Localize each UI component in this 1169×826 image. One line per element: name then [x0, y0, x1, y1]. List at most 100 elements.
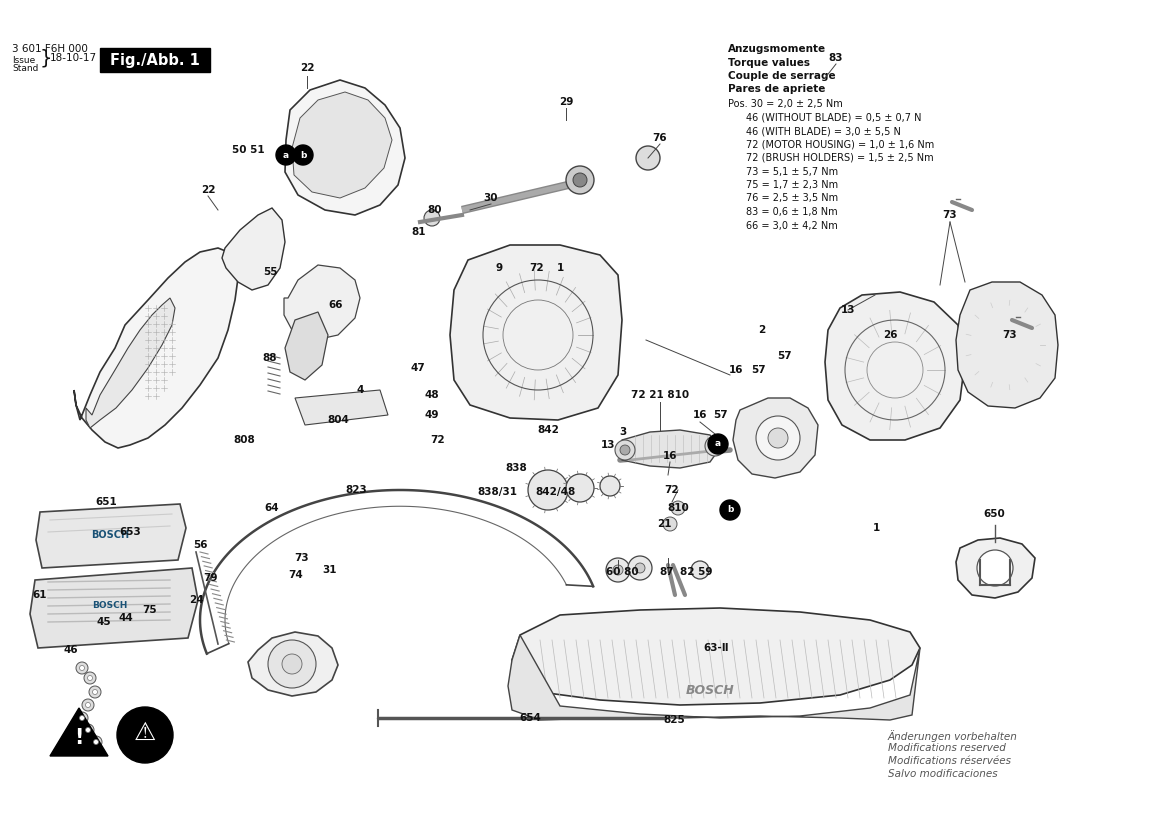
Text: 44: 44 [118, 613, 133, 623]
Text: 842: 842 [537, 425, 559, 435]
Text: 73 = 5,1 ± 5,7 Nm: 73 = 5,1 ± 5,7 Nm [746, 167, 838, 177]
Text: 1: 1 [556, 263, 563, 273]
Text: 66: 66 [328, 300, 344, 310]
Polygon shape [295, 390, 388, 425]
Text: 64: 64 [264, 503, 279, 513]
Circle shape [691, 561, 710, 579]
Text: 57: 57 [750, 365, 766, 375]
Text: 63-Ⅱ: 63-Ⅱ [704, 643, 728, 653]
Text: 16: 16 [728, 365, 743, 375]
Text: Issue: Issue [12, 56, 35, 65]
Text: b: b [299, 150, 306, 159]
Polygon shape [284, 265, 360, 340]
Text: 13: 13 [601, 440, 615, 450]
Circle shape [90, 736, 102, 748]
Text: 79: 79 [202, 573, 217, 583]
Polygon shape [292, 92, 392, 198]
Circle shape [282, 654, 302, 674]
Text: 83: 83 [829, 53, 843, 63]
Text: 56: 56 [193, 540, 207, 550]
Circle shape [76, 712, 88, 724]
Text: 82 59: 82 59 [679, 567, 712, 577]
Polygon shape [50, 708, 108, 756]
Text: Anzugsmomente: Anzugsmomente [728, 44, 826, 54]
Circle shape [117, 707, 173, 763]
Circle shape [85, 728, 90, 733]
Text: 4: 4 [357, 385, 364, 395]
Text: 24: 24 [188, 595, 203, 605]
Polygon shape [248, 632, 338, 696]
Text: 87: 87 [659, 567, 675, 577]
Text: a: a [715, 439, 721, 449]
Circle shape [708, 434, 728, 454]
Text: 650: 650 [983, 509, 1005, 519]
Polygon shape [36, 504, 186, 568]
Text: 72 (BRUSH HOLDERS) = 1,5 ± 2,5 Nm: 72 (BRUSH HOLDERS) = 1,5 ± 2,5 Nm [746, 153, 934, 163]
Text: 76 = 2,5 ± 3,5 Nm: 76 = 2,5 ± 3,5 Nm [746, 193, 838, 203]
Text: 808: 808 [233, 435, 255, 445]
Text: 838: 838 [505, 463, 527, 473]
Text: 72: 72 [530, 263, 545, 273]
Text: Couple de serrage: Couple de serrage [728, 71, 836, 81]
Circle shape [606, 558, 630, 582]
Text: 72: 72 [665, 485, 679, 495]
Text: 29: 29 [559, 97, 573, 107]
Polygon shape [30, 568, 198, 648]
Circle shape [635, 563, 645, 573]
Text: 72: 72 [430, 435, 445, 445]
Text: !: ! [75, 728, 84, 748]
Circle shape [600, 476, 620, 496]
Text: Salvo modificaciones: Salvo modificaciones [888, 769, 997, 779]
Text: 825: 825 [663, 715, 685, 725]
Circle shape [566, 474, 594, 502]
Text: 653: 653 [119, 527, 141, 537]
Circle shape [663, 517, 677, 531]
Text: ⚠: ⚠ [133, 721, 157, 745]
Text: 55: 55 [263, 267, 277, 277]
Text: 46 (WITH BLADE) = 3,0 ± 5,5 N: 46 (WITH BLADE) = 3,0 ± 5,5 N [746, 126, 901, 136]
Text: 13: 13 [841, 305, 856, 315]
Text: 76: 76 [652, 133, 667, 143]
Circle shape [85, 702, 90, 708]
Text: 57: 57 [713, 410, 727, 420]
Text: 72 (MOTOR HOUSING) = 1,0 ± 1,6 Nm: 72 (MOTOR HOUSING) = 1,0 ± 1,6 Nm [746, 140, 934, 150]
Text: 45: 45 [97, 617, 111, 627]
Polygon shape [956, 282, 1058, 408]
Text: 3: 3 [620, 427, 627, 437]
Text: Pos. 30 = 2,0 ± 2,5 Nm: Pos. 30 = 2,0 ± 2,5 Nm [728, 99, 843, 109]
Text: 31: 31 [323, 565, 337, 575]
Circle shape [977, 550, 1014, 586]
Circle shape [705, 436, 725, 456]
Polygon shape [285, 80, 404, 215]
Circle shape [424, 210, 440, 226]
Text: 838/31: 838/31 [477, 487, 517, 497]
FancyBboxPatch shape [101, 48, 210, 72]
Circle shape [620, 445, 630, 455]
Text: 73: 73 [295, 553, 310, 563]
Text: 21: 21 [657, 519, 671, 529]
Circle shape [628, 556, 652, 580]
Text: a: a [283, 150, 289, 159]
Polygon shape [616, 430, 720, 468]
Circle shape [293, 145, 313, 165]
Circle shape [573, 173, 587, 187]
Text: 66 = 3,0 ± 4,2 Nm: 66 = 3,0 ± 4,2 Nm [746, 221, 838, 230]
Text: 2: 2 [759, 325, 766, 335]
Text: 47: 47 [410, 363, 426, 373]
Text: 22: 22 [201, 185, 215, 195]
Polygon shape [512, 608, 920, 705]
Polygon shape [74, 248, 238, 448]
Text: 22: 22 [299, 63, 314, 73]
Text: Fig./Abb. 1: Fig./Abb. 1 [110, 53, 200, 68]
Text: 46 (WITHOUT BLADE) = 0,5 ± 0,7 N: 46 (WITHOUT BLADE) = 0,5 ± 0,7 N [746, 112, 921, 122]
Circle shape [566, 166, 594, 194]
Circle shape [636, 146, 660, 170]
Circle shape [768, 428, 788, 448]
Text: 9: 9 [496, 263, 503, 273]
Text: 72 21 810: 72 21 810 [631, 390, 689, 400]
Circle shape [276, 145, 296, 165]
Circle shape [615, 440, 635, 460]
Text: 18-10-17: 18-10-17 [50, 53, 97, 63]
Circle shape [76, 662, 88, 674]
Text: 842/48: 842/48 [535, 487, 576, 497]
